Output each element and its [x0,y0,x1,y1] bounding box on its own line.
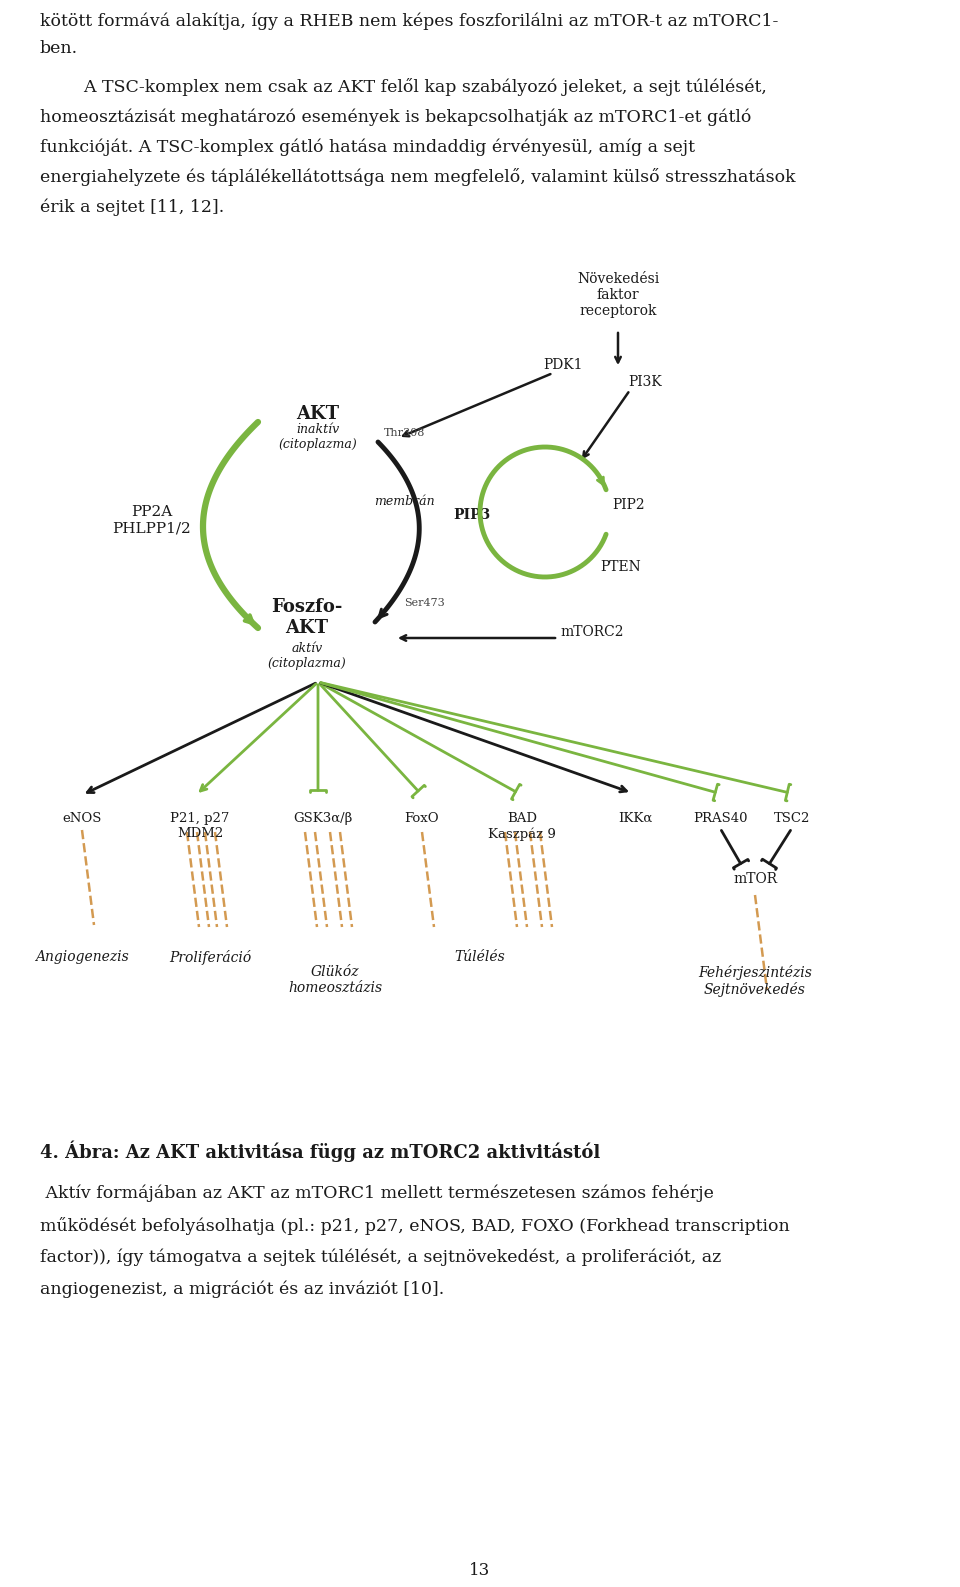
Text: PI3K: PI3K [628,375,661,389]
Text: GSK3α/β: GSK3α/β [294,813,352,825]
Text: Túlélés: Túlélés [455,951,505,963]
Text: factor)), így támogatva a sejtek túlélését, a sejtnövekedést, a proliferációt, a: factor)), így támogatva a sejtek túlélés… [40,1249,721,1266]
Text: PIP2: PIP2 [612,498,644,513]
Text: Glükóz
homeosztázis: Glükóz homeosztázis [288,965,382,995]
Text: Aktív formájában az AKT az mTORC1 mellett természetesen számos fehérje: Aktív formájában az AKT az mTORC1 mellet… [40,1185,714,1203]
Text: PRAS40: PRAS40 [693,813,747,825]
Text: kötött formává alakítja, így a RHEB nem képes foszforilálni az mTOR-t az mTORC1-: kötött formává alakítja, így a RHEB nem … [40,13,779,30]
Text: IKKα: IKKα [618,813,652,825]
Text: 13: 13 [469,1562,491,1579]
Text: érik a sejtet [11, 12].: érik a sejtet [11, 12]. [40,198,225,216]
Text: PTEN: PTEN [600,560,640,574]
Text: BAD
Kaszpáz 9: BAD Kaszpáz 9 [488,813,556,841]
Text: PDK1: PDK1 [543,359,583,371]
Text: aktív
(citoplazma): aktív (citoplazma) [268,643,347,670]
Text: Foszfo-
AKT: Foszfo- AKT [272,598,343,636]
Text: PIP3: PIP3 [453,508,491,522]
Text: P21, p27
MDM2: P21, p27 MDM2 [170,813,229,840]
Text: inaktív
(citoplazma): inaktív (citoplazma) [278,424,357,451]
Text: Fehérjeszintézis
Sejtnövekedés: Fehérjeszintézis Sejtnövekedés [698,965,812,997]
Text: homeosztázisát meghatározó események is bekapcsolhatják az mTORC1-et gátló: homeosztázisát meghatározó események is … [40,108,752,125]
Text: FoxO: FoxO [405,813,440,825]
Text: Angiogenezis: Angiogenezis [36,951,129,963]
Text: ben.: ben. [40,40,78,57]
Text: Proliferáció: Proliferáció [169,951,252,965]
Text: Thr308: Thr308 [384,428,425,438]
Text: angiogenezist, a migrációt és az inváziót [10].: angiogenezist, a migrációt és az invázió… [40,1281,444,1298]
Text: membrán: membrán [374,495,435,508]
Text: A TSC-komplex nem csak az AKT felől kap szabályozó jeleket, a sejt túlélését,: A TSC-komplex nem csak az AKT felől kap … [40,78,767,95]
Text: energiahelyzete és táplálékellátottsága nem megfelelő, valamint külső stresszhat: energiahelyzete és táplálékellátottsága … [40,168,796,186]
Text: mTOR: mTOR [732,871,777,886]
Text: működését befolyásolhatja (pl.: p21, p27, eNOS, BAD, FOXO (Forkhead transcriptio: működését befolyásolhatja (pl.: p21, p27… [40,1217,790,1235]
Text: Növekedési
faktor
receptorok: Növekedési faktor receptorok [577,271,660,319]
Text: mTORC2: mTORC2 [560,625,623,640]
Text: Ser473: Ser473 [404,598,444,608]
Text: PP2A
PHLPP1/2: PP2A PHLPP1/2 [112,505,191,535]
Text: TSC2: TSC2 [774,813,810,825]
Text: funkcióját. A TSC-komplex gátló hatása mindaddig érvényesül, amíg a sejt: funkcióját. A TSC-komplex gátló hatása m… [40,138,695,156]
Text: 4. Ábra: Az AKT aktivitása függ az mTORC2 aktivitástól: 4. Ábra: Az AKT aktivitása függ az mTORC… [40,1139,600,1162]
Text: AKT: AKT [297,405,340,424]
Text: eNOS: eNOS [62,813,102,825]
